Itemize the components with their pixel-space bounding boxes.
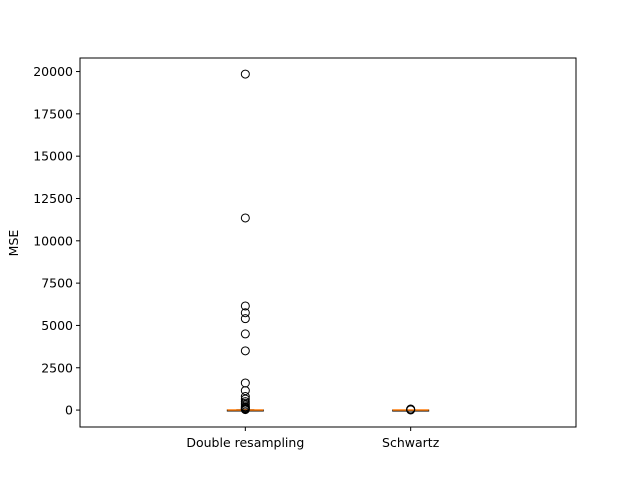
y-axis: 0 2500 5000 7500 10000 12500 15000 17500 20000: [33, 64, 80, 418]
y-tick-label: 12500: [33, 191, 73, 206]
y-tick-label: 17500: [33, 106, 73, 121]
y-tick-label: 0: [65, 403, 73, 418]
flier-point: [240, 405, 250, 415]
flier-point: [240, 329, 250, 339]
flier-point: [240, 308, 250, 318]
x-axis: Double resampling Schwartz: [186, 427, 440, 450]
box-group: [226, 69, 264, 415]
y-tick-label: 10000: [33, 233, 73, 248]
x-tick-label: Double resampling: [186, 435, 304, 450]
y-tick-label: 7500: [41, 276, 73, 291]
y-axis-label: MSE: [6, 230, 21, 257]
flier-point: [240, 314, 250, 324]
y-tick-label: 5000: [41, 318, 73, 333]
y-tick-label: 20000: [33, 64, 73, 79]
flier-point: [240, 346, 250, 356]
flier-point: [240, 301, 250, 311]
flier-point: [240, 213, 250, 223]
y-tick-label: 2500: [41, 360, 73, 375]
box-group: [392, 404, 430, 415]
flier-point: [240, 69, 250, 79]
axes-frame: [79, 57, 577, 428]
y-tick-label: 15000: [33, 149, 73, 164]
plot-area: [226, 69, 430, 415]
x-tick-label: Schwartz: [382, 435, 440, 450]
flier-point: [406, 405, 416, 415]
